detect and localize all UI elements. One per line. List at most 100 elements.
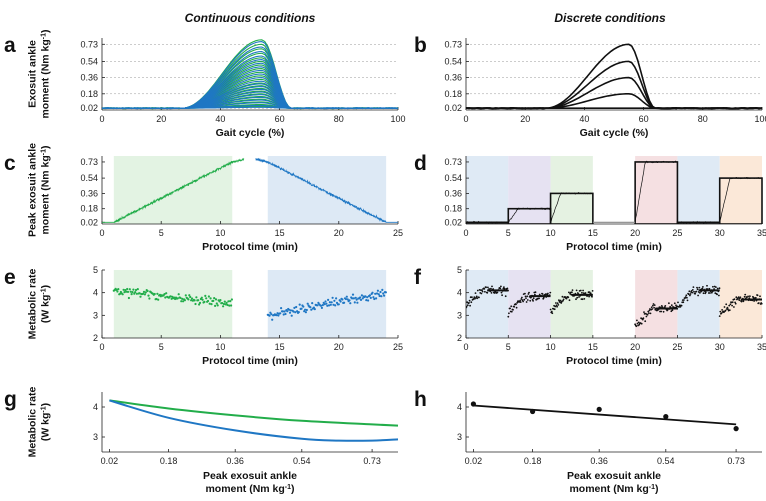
band-d-0 <box>466 156 509 224</box>
metabolic-point-0 <box>188 294 191 297</box>
metabolic-point-1 <box>366 296 369 299</box>
metabolic-point-3 <box>644 320 647 323</box>
metabolic-point-0 <box>163 293 166 296</box>
metabolic-point-4 <box>687 293 690 296</box>
metabolic-point-1 <box>354 296 357 299</box>
metabolic-point-1 <box>316 304 319 307</box>
metabolic-point-1 <box>355 298 358 301</box>
panel-g: g 0.02 0.18 0.36 0.54 0.73 3 4 Peak exosuit ankl… <box>4 387 399 495</box>
x-axis-label-b: Gait cycle (%) <box>580 127 649 139</box>
metabolic-point-5 <box>723 306 726 308</box>
metabolic-point-4 <box>702 292 705 295</box>
metabolic-point-3 <box>636 322 639 325</box>
metabolic-point-1 <box>327 298 330 301</box>
y-tick-label-f-0: 2 <box>457 333 462 343</box>
metabolic-point-1 <box>534 291 537 294</box>
x-tick-label-d-5: 25 <box>672 228 682 238</box>
metabolic-point-1 <box>298 303 301 306</box>
metabolic-point-0 <box>504 295 507 298</box>
metabolic-point-5 <box>729 303 732 306</box>
metabolic-point-3 <box>660 310 663 313</box>
metabolic-point-0 <box>190 297 194 300</box>
metabolic-point-4 <box>677 301 679 304</box>
band-d-4 <box>677 156 720 224</box>
metabolic-point-4 <box>716 287 719 290</box>
metabolic-point-3 <box>652 303 655 305</box>
metabolic-point-0 <box>139 295 142 298</box>
metabolic-point-3 <box>642 317 645 320</box>
metabolic-point-5 <box>759 295 761 298</box>
x-axis-label-d: Protocol time (min) <box>566 241 662 253</box>
metabolic-point-5 <box>756 294 759 297</box>
metabolic-point-1 <box>297 311 300 314</box>
metabolic-point-1 <box>378 294 381 298</box>
metabolic-point-1 <box>521 296 523 299</box>
metabolic-point-1 <box>328 301 331 304</box>
metabolic-point-0 <box>215 302 218 305</box>
metabolic-point-1 <box>351 293 355 296</box>
metabolic-point-5 <box>744 293 747 296</box>
metabolic-point-4 <box>683 299 685 301</box>
metabolic-point-0 <box>153 292 156 296</box>
metabolic-point-2 <box>589 292 592 295</box>
metabolic-point-2 <box>583 298 586 300</box>
metabolic-point-0 <box>130 293 133 296</box>
metabolic-point-5 <box>731 304 733 307</box>
metabolic-point-4 <box>686 299 689 302</box>
metabolic-point-1 <box>279 312 282 315</box>
metabolic-point-0 <box>190 299 193 302</box>
condition-trace-3 <box>634 160 678 223</box>
metabolic-point-0 <box>201 298 204 301</box>
metabolic-point-5 <box>747 295 749 298</box>
panel-a: a 0 20 40 60 80 100 0.02 0.18 0.36 0.54 0.73 Gait cy… <box>4 29 406 139</box>
metabolic-point-1 <box>549 291 552 294</box>
metabolic-point-0 <box>501 294 503 297</box>
y-tick-label-c-1: 0.18 <box>80 204 98 214</box>
metabolic-point-1 <box>295 305 298 309</box>
peak-moment-trace-0 <box>102 157 245 223</box>
metabolic-point-0 <box>133 292 136 295</box>
metabolic-point-1 <box>359 296 362 299</box>
metabolic-point-1 <box>372 296 375 299</box>
metabolic-point-1 <box>277 314 280 317</box>
metabolic-point-1 <box>337 303 340 306</box>
metabolic-point-0 <box>212 299 215 302</box>
metabolic-point-1 <box>313 308 316 311</box>
plot-area-d <box>466 160 763 224</box>
metabolic-point-0 <box>229 300 232 303</box>
metabolic-point-1 <box>519 301 522 303</box>
x-tick-label-e-5: 25 <box>393 342 403 352</box>
metabolic-point-5 <box>735 296 738 299</box>
metabolic-point-1 <box>519 299 521 302</box>
metabolic-point-1 <box>376 289 379 292</box>
metabolic-point-0 <box>203 300 206 303</box>
metabolic-point-1 <box>286 310 289 313</box>
heading-left: Continuous conditions <box>185 11 316 25</box>
metabolic-point-0 <box>156 292 159 295</box>
y-tick-label-d-4: 0.73 <box>444 157 462 167</box>
metabolic-point-1 <box>538 297 540 300</box>
x-tick-label-b-5: 100 <box>754 114 766 124</box>
metabolic-point-0 <box>210 303 213 306</box>
metabolic-point-2 <box>575 298 577 301</box>
condition-trace-0 <box>466 220 509 224</box>
y-tick-label-a-0: 0.02 <box>80 103 98 113</box>
metabolic-point-4 <box>680 304 683 307</box>
metabolic-point-1 <box>516 301 519 304</box>
metabolic-point-5 <box>737 296 740 299</box>
metabolic-point-1 <box>373 297 376 301</box>
x-tick-label-a-2: 40 <box>215 114 225 124</box>
metabolic-point-1 <box>381 288 384 291</box>
metabolic-point-3 <box>653 304 656 306</box>
peak-moment-trace-1 <box>255 157 398 223</box>
metabolic-point-3 <box>662 310 665 313</box>
metabolic-point-1 <box>304 311 307 314</box>
x-tick-label-e-1: 5 <box>159 342 164 352</box>
metabolic-point-0 <box>230 298 233 301</box>
metabolic-point-0 <box>474 297 476 300</box>
metabolic-point-0 <box>157 298 160 301</box>
metabolic-point-4 <box>679 306 682 308</box>
band-e-0 <box>113 270 233 338</box>
metabolic-point-1 <box>522 300 524 303</box>
